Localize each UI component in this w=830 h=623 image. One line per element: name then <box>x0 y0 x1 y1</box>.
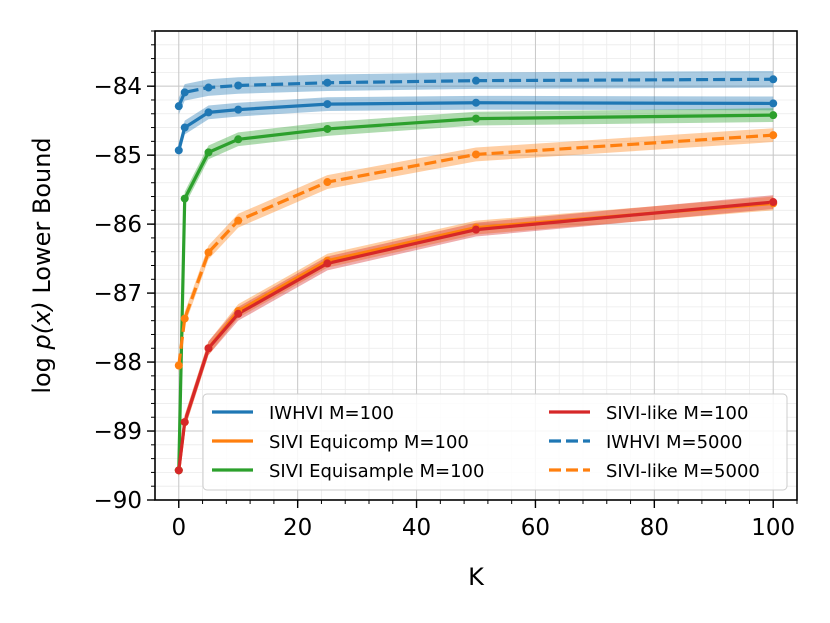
data-point <box>204 148 213 157</box>
data-point <box>174 102 183 111</box>
legend-label: IWHVI M=100 <box>269 403 394 424</box>
legend-label: SIVI Equisample M=100 <box>269 461 484 482</box>
data-point <box>769 111 778 120</box>
x-tick-label: 40 <box>402 515 431 541</box>
y-label-suffix: Lower Bound <box>28 137 56 301</box>
y-tick-label: −89 <box>93 419 142 445</box>
axis-ticks: 0 20 40 60 80 100 −90 −89 −88 −87 −86 −85 −84 <box>93 30 798 541</box>
y-tick-label: −88 <box>93 350 142 376</box>
x-tick-label: 0 <box>171 515 186 541</box>
series-line-5 <box>177 133 774 366</box>
legend-label: IWHVI M=5000 <box>606 432 742 453</box>
data-point <box>234 81 243 90</box>
data-point <box>204 108 213 117</box>
x-axis-label: K <box>468 563 485 591</box>
data-point <box>769 99 778 108</box>
data-point <box>472 76 480 85</box>
legend-label: SIVI-like M=100 <box>606 403 748 424</box>
x-tick-label: 80 <box>640 515 669 541</box>
data-point <box>174 146 183 155</box>
data-point <box>204 248 213 257</box>
data-point <box>323 259 332 268</box>
data-point <box>204 344 213 353</box>
data-point <box>472 150 480 159</box>
data-point <box>323 124 332 133</box>
y-label-prefix: log <box>28 349 56 393</box>
legend-label: SIVI Equicomp M=100 <box>269 432 469 453</box>
data-point <box>234 309 243 318</box>
data-point <box>180 418 189 427</box>
data-point <box>180 123 189 132</box>
legend-box <box>202 393 788 491</box>
y-tick-label: −90 <box>93 488 142 514</box>
data-point <box>234 105 243 114</box>
legend: IWHVI M=100 SIVI Equicomp M=100 SIVI Equis… <box>202 393 788 491</box>
y-tick-label: −86 <box>93 212 142 238</box>
series-band-2 <box>178 108 774 478</box>
data-point <box>323 100 332 109</box>
data-point <box>769 75 778 84</box>
data-point <box>234 135 243 144</box>
y-tick-label: −84 <box>93 74 142 100</box>
data-point <box>234 216 243 225</box>
series-points <box>174 75 778 475</box>
y-tick-label: −85 <box>93 143 142 169</box>
data-point <box>472 114 480 123</box>
data-point <box>180 194 189 203</box>
data-point <box>323 78 332 87</box>
series-band-5 <box>178 128 774 373</box>
data-point <box>180 88 189 97</box>
x-tick-label: 100 <box>751 515 795 541</box>
x-tick-label: 20 <box>283 515 312 541</box>
y-label-math: p(x) <box>28 301 56 350</box>
x-tick-label: 60 <box>521 515 550 541</box>
data-point <box>472 98 480 107</box>
legend-label: SIVI-like M=5000 <box>606 461 760 482</box>
data-point <box>472 225 480 234</box>
data-point <box>204 83 213 92</box>
data-point <box>180 314 189 323</box>
data-point <box>769 131 778 140</box>
data-point <box>174 466 183 475</box>
data-point <box>323 178 332 187</box>
data-point <box>769 198 778 207</box>
y-tick-label: −87 <box>93 281 142 307</box>
y-axis-label: log p(x) Lower Bound <box>28 137 56 393</box>
data-point <box>174 361 183 370</box>
